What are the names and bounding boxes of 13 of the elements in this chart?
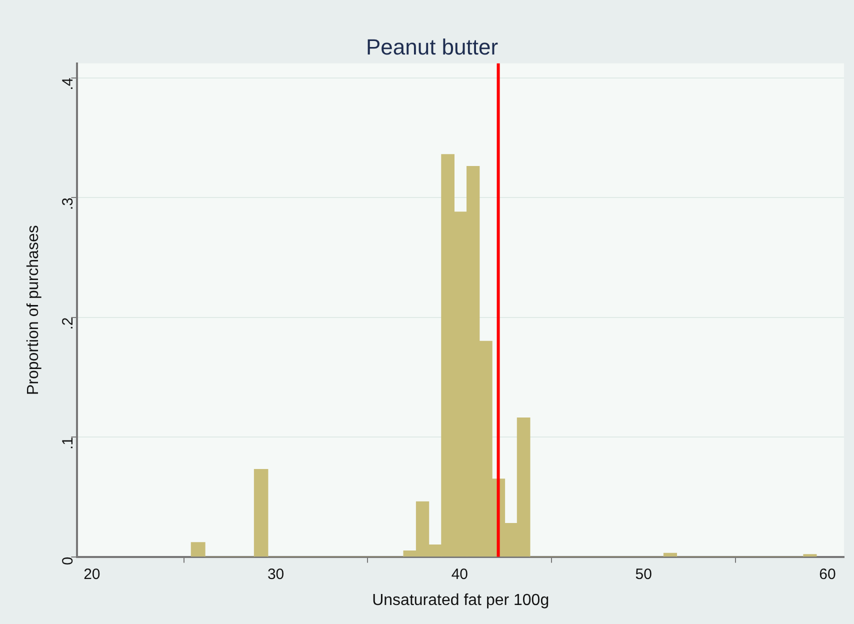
y-tick-label: .2 [59,317,76,330]
y-tick-label: .3 [59,198,76,210]
x-tick-label: 30 [267,566,284,583]
x-tick-label: 40 [451,566,468,583]
x-axis-title: Unsaturated fat per 100g [372,592,550,609]
y-tick-label: 0 [59,556,76,566]
y-tick-label: .1 [59,437,76,450]
y-tick-label: .4 [59,78,76,90]
chart-title: Peanut butter [366,34,498,60]
y-axis-title: Proportion of purchases [25,225,42,396]
x-tick-label: 20 [84,566,100,583]
x-tick-label: 60 [819,566,836,583]
x-tick-label: 50 [635,566,652,583]
